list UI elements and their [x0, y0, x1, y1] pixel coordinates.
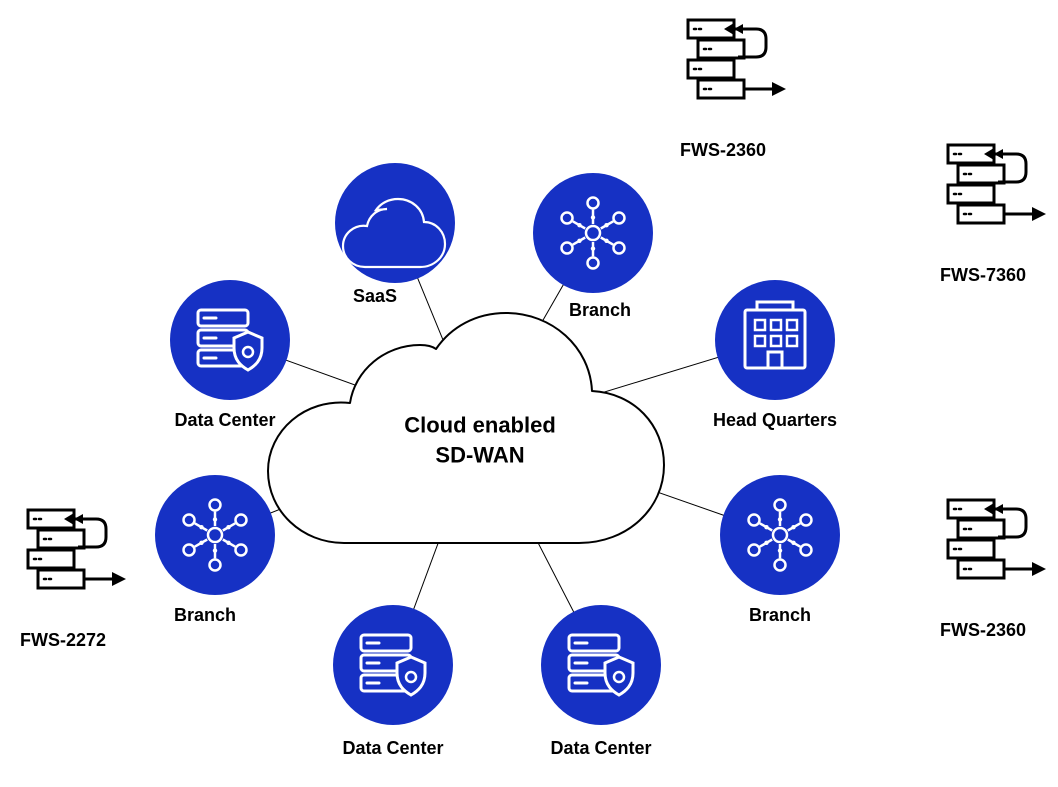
node-branch-l [155, 475, 275, 595]
label-branch-l: Branch [174, 605, 236, 626]
label-fws-7360: FWS-7360 [940, 265, 1026, 286]
node-branch-r [720, 475, 840, 595]
label-dc-br: Data Center [550, 738, 651, 759]
device-fws-2272 [28, 510, 126, 588]
cloud-title-line2: SD-WAN [435, 442, 524, 467]
label-dc-tl: Data Center [174, 410, 275, 431]
cloud-title: Cloud enabled SD-WAN [404, 410, 556, 469]
node-dc-tl [170, 280, 290, 400]
label-branch-top: Branch [569, 300, 631, 321]
label-fws-2272: FWS-2272 [20, 630, 106, 651]
label-branch-r: Branch [749, 605, 811, 626]
node-branch-top [533, 173, 653, 293]
node-dc-bl [333, 605, 453, 725]
device-fws-2360-top [688, 20, 786, 98]
node-saas [335, 163, 455, 283]
device-fws-7360 [948, 145, 1046, 223]
device-fws-2360-r [948, 500, 1046, 578]
label-hq: Head Quarters [713, 410, 837, 431]
label-saas: SaaS [353, 286, 397, 307]
node-hq [715, 280, 835, 400]
node-dc-br [541, 605, 661, 725]
label-fws-2360-top: FWS-2360 [680, 140, 766, 161]
cloud-title-line1: Cloud enabled [404, 412, 556, 437]
label-dc-bl: Data Center [342, 738, 443, 759]
diagram-canvas [0, 0, 1058, 787]
label-fws-2360-r: FWS-2360 [940, 620, 1026, 641]
